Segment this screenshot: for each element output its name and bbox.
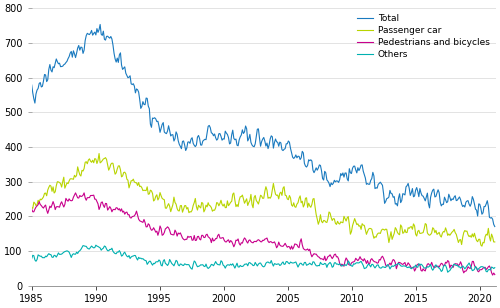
Pedestrians and bicycles xyxy=(228,240,234,243)
Total xyxy=(492,225,498,229)
Line: Pedestrians and bicycles: Pedestrians and bicycles xyxy=(32,193,495,275)
Passenger car xyxy=(228,200,234,203)
Pedestrians and bicycles xyxy=(138,220,144,223)
Line: Total: Total xyxy=(32,24,495,227)
Others xyxy=(244,262,250,266)
Pedestrians and bicycles xyxy=(67,199,73,202)
Passenger car xyxy=(492,240,498,244)
Passenger car xyxy=(316,222,322,226)
Line: Others: Others xyxy=(32,245,495,272)
Pedestrians and bicycles xyxy=(492,273,498,276)
Others xyxy=(138,256,144,260)
Pedestrians and bicycles xyxy=(72,191,78,195)
Pedestrians and bicycles xyxy=(28,207,34,211)
Others xyxy=(444,270,450,274)
Total xyxy=(228,133,234,137)
Others xyxy=(316,264,322,267)
Passenger car xyxy=(138,184,144,188)
Total xyxy=(308,158,314,162)
Passenger car xyxy=(244,197,250,201)
Passenger car xyxy=(308,205,314,209)
Total xyxy=(316,166,322,170)
Others xyxy=(492,266,498,270)
Others xyxy=(93,243,99,247)
Others xyxy=(28,257,34,260)
Passenger car xyxy=(479,244,485,248)
Total xyxy=(138,107,144,110)
Pedestrians and bicycles xyxy=(244,240,250,243)
Total xyxy=(244,127,250,131)
Line: Passenger car: Passenger car xyxy=(32,153,495,246)
Pedestrians and bicycles xyxy=(316,255,322,259)
Others xyxy=(308,262,314,266)
Total xyxy=(97,22,103,26)
Passenger car xyxy=(28,205,34,209)
Total xyxy=(67,51,73,55)
Legend: Total, Passenger car, Pedestrians and bicycles, Others: Total, Passenger car, Pedestrians and bi… xyxy=(355,13,492,61)
Pedestrians and bicycles xyxy=(490,273,496,277)
Passenger car xyxy=(67,177,73,181)
Passenger car xyxy=(96,152,102,155)
Total xyxy=(28,83,34,87)
Pedestrians and bicycles xyxy=(308,252,314,256)
Others xyxy=(228,263,234,267)
Others xyxy=(67,253,73,257)
